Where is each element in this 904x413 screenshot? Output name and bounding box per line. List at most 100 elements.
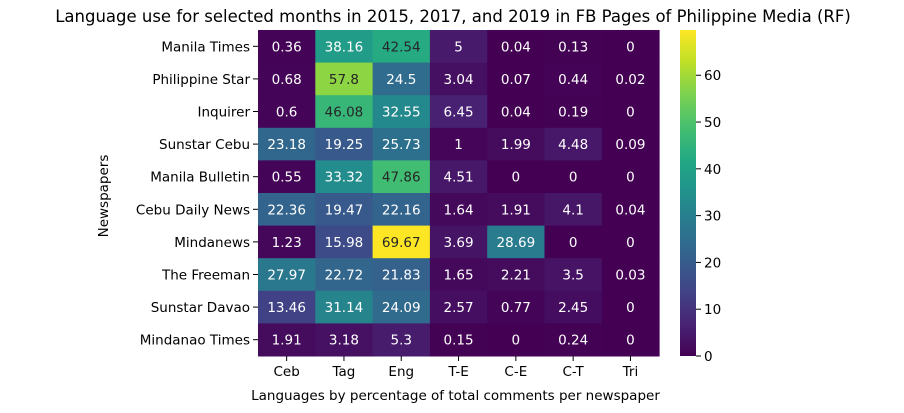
heatmap-cell xyxy=(487,290,545,324)
cell-value-label: 1.64 xyxy=(444,202,474,218)
heatmap-cell xyxy=(544,225,603,259)
heatmap-cell xyxy=(258,160,316,194)
cell-value-label: 0.68 xyxy=(272,72,302,88)
cell-value-label: 0 xyxy=(626,333,635,349)
heatmap-cell xyxy=(429,193,488,227)
colorbar-tick-label: 30 xyxy=(704,209,721,225)
cell-value-label: 21.83 xyxy=(382,268,421,284)
cell-value-label: 0.15 xyxy=(444,333,474,349)
heatmap-cell xyxy=(544,127,603,161)
cell-value-label: 2.21 xyxy=(501,268,531,284)
cell-value-label: 0 xyxy=(626,39,635,55)
chart-title: Language use for selected months in 2015… xyxy=(55,7,851,26)
heatmap-cell xyxy=(487,127,545,161)
colorbar-tick-label: 20 xyxy=(704,255,721,271)
heatmap-cell xyxy=(544,193,603,227)
colorbar xyxy=(680,30,696,356)
heatmap-cell xyxy=(429,225,488,259)
colorbar-tick-label: 10 xyxy=(704,302,721,318)
cell-value-label: 32.55 xyxy=(382,105,421,121)
heatmap-cell xyxy=(544,323,603,357)
cell-value-label: 22.16 xyxy=(382,202,421,218)
heatmap-cell xyxy=(601,62,660,96)
cell-value-label: 46.08 xyxy=(325,105,364,121)
heatmap-cell xyxy=(429,160,488,194)
x-tick-labels: Ceb Tag Eng T-E C-E C-T Tri xyxy=(273,356,638,380)
cell-value-label: 4.51 xyxy=(444,170,474,186)
cell-value-label: 22.36 xyxy=(267,202,306,218)
cell-value-label: 4.48 xyxy=(558,137,588,153)
cell-value-label: 47.86 xyxy=(382,170,421,186)
cell-value-label: 1.91 xyxy=(501,202,531,218)
cell-value-label: 19.47 xyxy=(325,202,364,218)
heatmap-cell xyxy=(258,323,316,357)
heatmap-cell xyxy=(258,290,316,324)
heatmap-cell xyxy=(315,258,374,292)
heatmap-cell xyxy=(429,323,488,357)
y-tick-label: The Freeman xyxy=(161,268,250,284)
cell-value-label: 0 xyxy=(626,170,635,186)
y-tick-label: Manila Times xyxy=(161,39,250,55)
cell-value-label: 0 xyxy=(626,105,635,121)
cell-value-label: 3.5 xyxy=(562,268,583,284)
cell-value-label: 0.36 xyxy=(272,39,302,55)
heatmap-cell xyxy=(258,95,316,129)
heatmap-cell xyxy=(429,290,488,324)
colorbar-tick-label: 60 xyxy=(704,68,721,84)
cell-value-label: 0.04 xyxy=(501,39,531,55)
cell-value-label: 25.73 xyxy=(382,137,421,153)
heatmap-cell xyxy=(372,62,431,96)
heatmap-cell xyxy=(258,127,316,161)
cell-value-label: 0.55 xyxy=(272,170,302,186)
heatmap-cell xyxy=(429,30,488,64)
heatmap-cell xyxy=(315,225,374,259)
heatmap-cell xyxy=(601,127,660,161)
cell-value-label: 57.8 xyxy=(329,72,359,88)
heatmap-cell xyxy=(315,290,374,324)
heatmap-cell xyxy=(601,258,660,292)
cell-value-label: 24.09 xyxy=(382,300,421,316)
cell-value-label: 0 xyxy=(626,300,635,316)
cell-value-label: 0.44 xyxy=(558,72,588,88)
heatmap-cell xyxy=(372,160,431,194)
heatmap-cell xyxy=(372,95,431,129)
heatmap-cell xyxy=(372,290,431,324)
y-tick-label: Sunstar Davao xyxy=(151,300,250,316)
y-tick-label: Cebu Daily News xyxy=(136,202,250,218)
cell-value-label: 0.04 xyxy=(501,105,531,121)
x-axis-label: Languages by percentage of total comment… xyxy=(251,388,660,404)
heatmap-cell xyxy=(601,95,660,129)
x-tick-label: C-T xyxy=(562,364,584,380)
heatmap-cell xyxy=(315,95,374,129)
cell-value-label: 1.65 xyxy=(444,268,474,284)
heatmap-cell xyxy=(487,323,545,357)
cell-value-label: 0.13 xyxy=(558,39,588,55)
heatmap-cell xyxy=(429,95,488,129)
heatmap-cell xyxy=(258,258,316,292)
heatmap-cell xyxy=(258,193,316,227)
heatmap-cell xyxy=(487,193,545,227)
cell-value-label: 0.04 xyxy=(615,202,645,218)
heatmap-cell xyxy=(315,193,374,227)
x-tick-label: Tri xyxy=(622,364,639,380)
cell-value-label: 1.99 xyxy=(501,137,531,153)
cell-value-label: 23.18 xyxy=(267,137,306,153)
heatmap-cell xyxy=(258,30,316,64)
x-tick-label: Tag xyxy=(332,364,356,380)
cell-value-label: 0.02 xyxy=(615,72,645,88)
y-tick-label: Manila Bulletin xyxy=(150,170,250,186)
y-tick-label: Inquirer xyxy=(197,105,250,121)
heatmap-cell xyxy=(315,127,374,161)
y-tick-label: Philippine Star xyxy=(152,72,250,88)
heatmap-cell xyxy=(487,30,545,64)
heatmap-cell xyxy=(601,290,660,324)
cell-value-label: 4.1 xyxy=(562,202,583,218)
y-tick-label: Sunstar Cebu xyxy=(159,137,250,153)
cell-value-label: 22.72 xyxy=(325,268,364,284)
cell-value-label: 42.54 xyxy=(382,39,421,55)
cell-value-label: 31.14 xyxy=(325,300,364,316)
heatmap-cell xyxy=(544,62,603,96)
cell-value-label: 3.04 xyxy=(444,72,474,88)
heatmap-cell xyxy=(487,160,545,194)
cell-value-label: 6.45 xyxy=(444,105,474,121)
